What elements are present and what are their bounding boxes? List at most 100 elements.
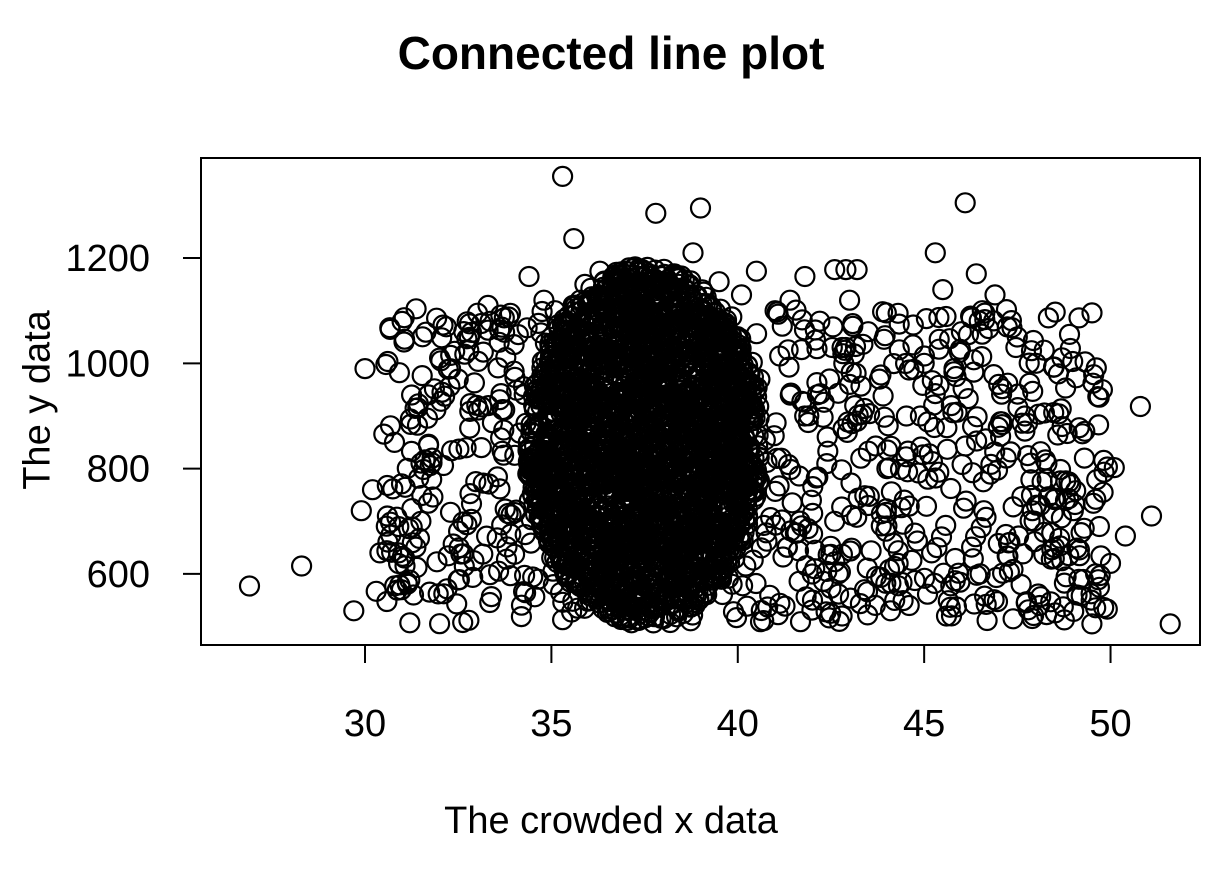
data-point <box>876 439 899 461</box>
data-point <box>603 564 626 587</box>
data-point <box>656 458 678 480</box>
data-point <box>698 362 720 384</box>
data-point <box>543 438 565 460</box>
data-point <box>667 505 689 527</box>
data-point <box>781 492 803 514</box>
data-point <box>868 368 891 390</box>
data-point <box>858 485 880 507</box>
data-point <box>589 285 612 307</box>
data-point <box>388 362 410 384</box>
data-point <box>946 401 968 423</box>
data-point <box>984 284 1006 306</box>
data-point <box>573 597 596 619</box>
data-point <box>541 547 563 569</box>
data-point <box>871 301 894 323</box>
data-point <box>446 593 468 615</box>
data-point <box>764 300 786 322</box>
data-point <box>709 298 732 320</box>
data-point <box>777 339 799 361</box>
data-point <box>924 242 946 264</box>
data-point <box>643 586 666 608</box>
data-point <box>1060 474 1082 496</box>
data-point <box>669 302 691 324</box>
data-point <box>835 336 857 359</box>
data-point <box>1062 350 1084 373</box>
data-point <box>882 532 904 554</box>
data-point <box>764 480 786 502</box>
data-point <box>1000 441 1022 463</box>
data-point <box>903 358 925 380</box>
y-axis: 600 800 1000 1200 <box>65 238 202 596</box>
data-point <box>624 256 646 278</box>
data-point <box>605 271 627 293</box>
data-point <box>906 530 929 552</box>
data-point <box>679 596 702 618</box>
data-point <box>437 545 459 567</box>
data-point <box>960 307 983 329</box>
data-point <box>845 362 867 384</box>
data-point <box>1053 572 1076 594</box>
data-point <box>503 360 525 382</box>
data-point <box>940 477 962 500</box>
data-point <box>550 349 573 371</box>
data-point <box>682 242 704 264</box>
data-point <box>915 495 938 517</box>
data-point <box>379 318 401 340</box>
data-point <box>743 466 765 488</box>
data-point <box>972 471 994 493</box>
data-point <box>466 394 488 416</box>
data-point <box>902 334 924 356</box>
data-point <box>1012 543 1034 565</box>
data-point <box>604 542 627 565</box>
data-point <box>961 415 984 438</box>
data-point <box>974 309 996 331</box>
data-point <box>831 605 853 627</box>
data-point <box>1050 398 1072 420</box>
data-point <box>470 312 492 335</box>
data-point <box>656 532 679 555</box>
data-point <box>705 563 727 586</box>
data-point <box>797 411 819 434</box>
y-axis-label: The y data <box>16 310 59 490</box>
data-point <box>618 318 640 340</box>
data-point <box>516 317 538 339</box>
data-point <box>890 497 912 519</box>
data-point <box>662 573 685 595</box>
data-point <box>794 265 816 288</box>
data-point <box>674 427 697 449</box>
data-point <box>551 399 574 421</box>
data-point <box>649 391 671 413</box>
data-point <box>652 349 674 371</box>
data-point <box>637 542 660 565</box>
data-point <box>1021 500 1043 522</box>
data-point <box>764 514 787 536</box>
data-point <box>723 412 746 434</box>
data-point <box>730 284 753 306</box>
data-point <box>776 536 798 558</box>
data-point <box>857 494 879 517</box>
data-point <box>943 358 965 380</box>
data-point <box>537 403 559 425</box>
data-point <box>576 469 598 491</box>
data-point <box>609 425 631 447</box>
data-point <box>754 429 776 451</box>
data-point <box>708 271 730 293</box>
data-point <box>581 444 603 466</box>
data-point <box>574 273 596 295</box>
data-point <box>924 383 946 405</box>
data-point <box>726 326 749 348</box>
data-point <box>659 285 682 307</box>
data-point <box>827 583 850 605</box>
data-point <box>971 346 993 368</box>
data-point <box>476 525 498 547</box>
data-point <box>491 399 513 421</box>
data-point <box>954 435 977 457</box>
data-point <box>646 596 668 618</box>
x-tick-label: 35 <box>530 703 572 745</box>
data-point <box>1062 500 1084 522</box>
data-point <box>530 322 552 344</box>
data-point <box>1058 488 1080 510</box>
data-point <box>723 524 746 546</box>
data-point <box>631 437 653 459</box>
data-point <box>928 328 950 350</box>
